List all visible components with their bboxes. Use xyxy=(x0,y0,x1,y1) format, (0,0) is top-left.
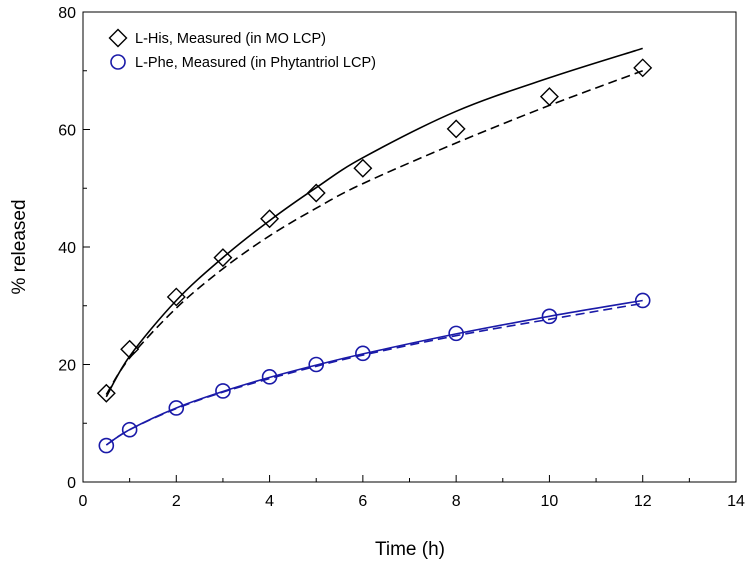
his-data-point xyxy=(213,248,233,268)
phe-data-point xyxy=(121,421,138,438)
y-tick-label: 60 xyxy=(58,123,76,140)
plot-frame xyxy=(82,11,737,483)
x-tick-label: 12 xyxy=(634,493,652,510)
his-data-point xyxy=(120,339,140,359)
y-tick-label: 40 xyxy=(58,240,76,257)
his-data-point xyxy=(539,87,559,107)
y-axis-label: % released xyxy=(9,199,30,294)
y-tick-label: 20 xyxy=(58,358,76,375)
ticks: 0 2 4 6 8 10 12 14 0 20 40 60 80 xyxy=(58,5,745,510)
data-points xyxy=(96,58,653,454)
phe-data-point xyxy=(308,356,325,373)
x-tick-label: 6 xyxy=(358,493,367,510)
phe-data-point xyxy=(355,345,371,362)
his-data-point xyxy=(306,183,326,203)
his-data-point xyxy=(260,209,280,229)
phe-data-point xyxy=(634,292,651,309)
y-tick-label: 80 xyxy=(58,5,76,22)
his-fit-solid-line xyxy=(105,47,643,398)
phe-data-point xyxy=(168,400,185,416)
phe-data-point xyxy=(215,383,231,399)
his-data-point xyxy=(353,158,373,178)
x-tick-label: 0 xyxy=(79,493,88,510)
x-axis-label: Time (h) xyxy=(375,539,445,560)
x-tick-label: 14 xyxy=(727,493,745,510)
legend-label-phe: L-Phe, Measured (in Phytantriol LCP) xyxy=(135,55,376,71)
phe-data-point xyxy=(261,369,278,385)
x-tick-label: 8 xyxy=(452,493,461,510)
phe-data-point xyxy=(541,308,558,325)
his-fit-dashed-line xyxy=(105,70,643,395)
legend-label-his: L-His, Measured (in MO LCP) xyxy=(135,31,326,47)
phe-fit-solid-line xyxy=(105,299,643,446)
legend-marker-his xyxy=(108,28,128,48)
legend-marker-phe xyxy=(110,54,126,70)
fit-lines xyxy=(105,47,643,446)
axes xyxy=(82,11,737,483)
x-tick-label: 4 xyxy=(265,493,274,510)
x-tick-label: 2 xyxy=(172,493,181,510)
his-data-point xyxy=(446,119,466,139)
x-tick-label: 10 xyxy=(541,493,559,510)
legend: L-His, Measured (in MO LCP) L-Phe, Measur… xyxy=(108,28,376,71)
his-data-point xyxy=(96,383,116,403)
y-tick-label: 0 xyxy=(67,475,76,492)
phe-fit-dashed-line xyxy=(105,302,643,446)
phe-data-point xyxy=(448,325,464,342)
his-data-point xyxy=(166,287,186,307)
his-data-point xyxy=(633,58,653,78)
phe-data-point xyxy=(98,437,115,454)
